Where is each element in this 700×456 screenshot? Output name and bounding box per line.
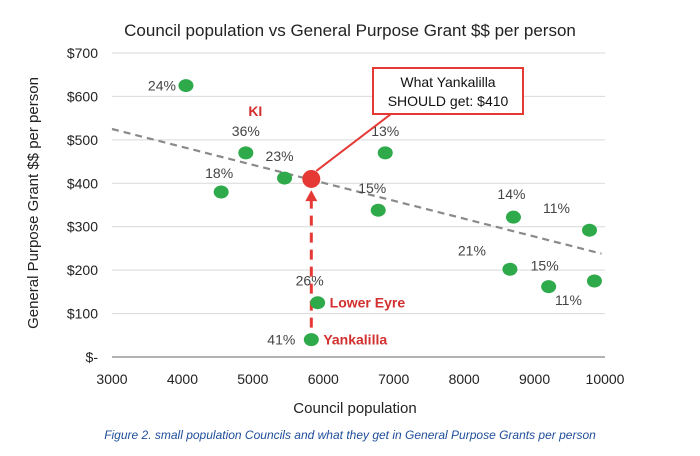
x-axis-ticks: 3000 4000 5000 6000 7000 8000 9000 10000 [96,371,624,387]
callout-line-2: SHOULD get: $410 [388,93,509,109]
y-axis-label: General Purpose Grant $$ per person [25,77,42,329]
point-label: 11% [543,200,570,216]
data-point [541,280,557,294]
chart-title: Council population vs General Purpose Gr… [124,21,576,40]
y-tick-label: $- [86,349,99,365]
x-tick-label: 10000 [586,371,625,387]
data-point [502,262,518,276]
highlight-point [302,169,321,188]
point-label: 23% [266,148,294,164]
data-point [310,296,326,310]
point-label: 21% [458,242,486,258]
x-tick-label: 6000 [308,371,339,387]
y-tick-label: $700 [67,45,98,61]
point-label: 11% [555,292,582,308]
y-tick-label: $100 [67,306,98,322]
data-point [586,274,602,288]
y-tick-label: $600 [67,88,98,104]
point-label: 24% [148,78,176,94]
data-point [377,146,393,160]
point-label: 15% [531,258,559,274]
data-point [238,146,254,160]
figure-caption: Figure 2. small population Councils and … [104,428,596,442]
point-label: 14% [497,186,525,202]
callout-box [372,67,524,115]
x-tick-label: 3000 [96,371,127,387]
point-label: 26% [296,273,324,289]
point-label: 15% [358,180,386,196]
point-label: 18% [205,165,233,181]
arrow-head [305,190,318,202]
x-tick-label: 7000 [378,371,409,387]
y-axis-ticks: $- $100 $200 $300 $400 $500 $600 $700 [67,45,98,365]
data-point [582,223,598,237]
y-tick-label: $500 [67,132,98,148]
data-point [277,171,293,185]
data-point [370,203,386,217]
chart: Council population vs General Purpose Gr… [25,21,625,417]
y-tick-label: $400 [67,175,98,191]
trendline [111,127,602,255]
highlight-label: KI [248,103,262,119]
point-labels: 24% 18% 36% 23% 41% Yankalilla 26% Lower Eyre 15… [148,78,582,348]
data-point [213,185,229,199]
y-tick-label: $300 [67,219,98,235]
point-label: 13% [371,123,399,139]
council-name-label: Yankalilla [323,332,387,348]
x-tick-label: 4000 [167,371,198,387]
council-name-label: Lower Eyre [330,295,406,311]
callout-line-1: What Yankalilla [400,74,495,90]
x-axis-label: Council population [293,400,416,417]
x-tick-label: 9000 [519,371,550,387]
point-label: 41% [267,332,295,348]
callout: What Yankalilla SHOULD get: $410 [315,67,524,172]
callout-connector [315,113,392,172]
trendline-path [111,127,602,255]
x-tick-label: 5000 [237,371,268,387]
highlight: KI [248,103,321,188]
data-point [178,79,194,93]
data-point [505,210,521,224]
data-point [303,333,319,347]
point-label: 36% [232,123,260,139]
data-points [178,79,602,347]
x-tick-label: 8000 [449,371,480,387]
y-tick-label: $200 [67,262,98,278]
